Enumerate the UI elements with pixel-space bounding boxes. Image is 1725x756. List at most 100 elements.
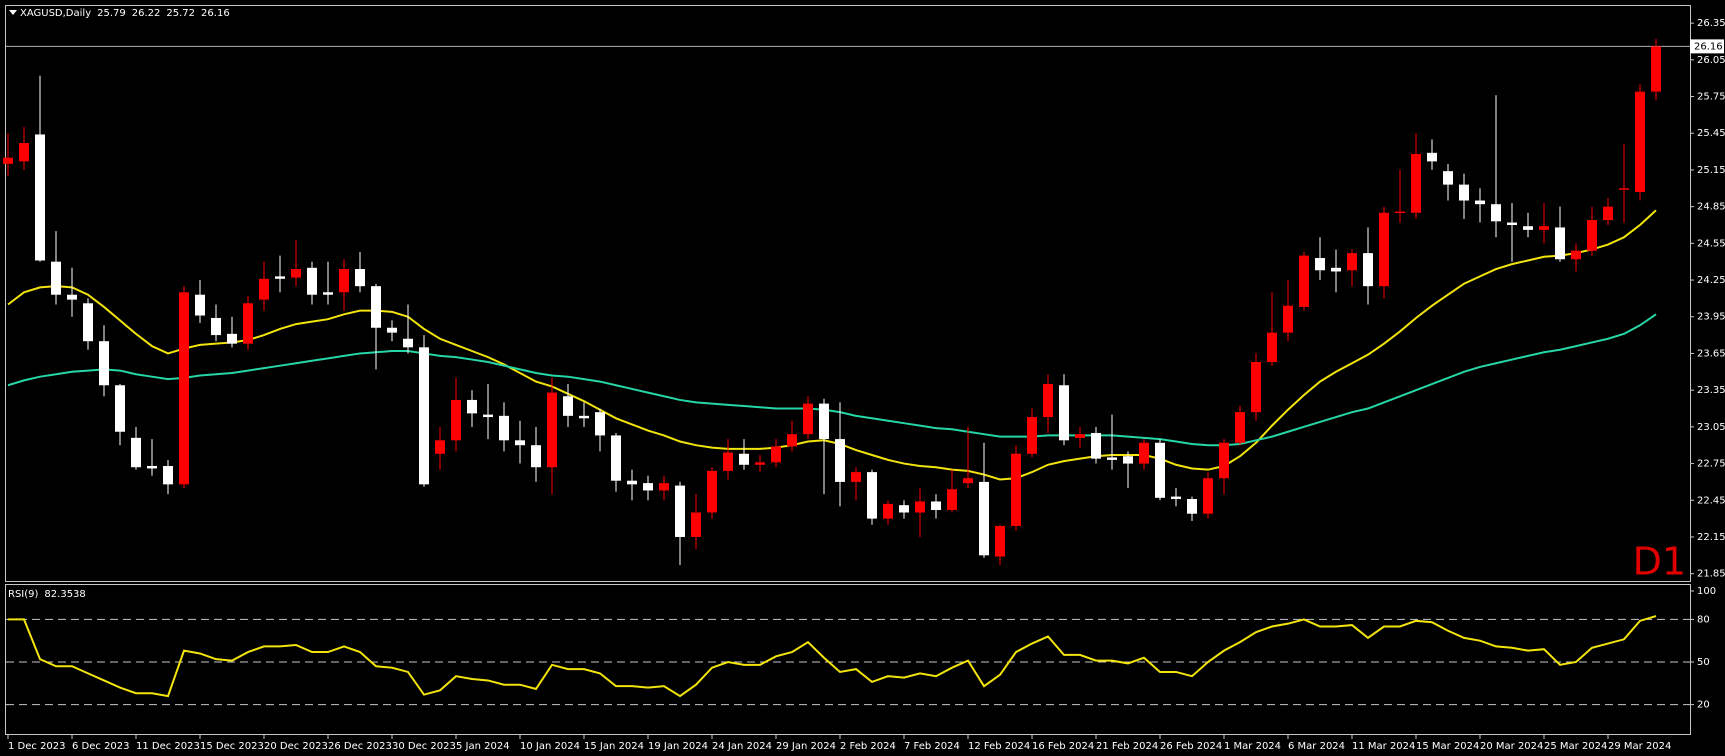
- menu-triangle: [9, 10, 17, 15]
- y-tick-label: 23.95: [1697, 312, 1725, 323]
- current-price-box: [1690, 39, 1724, 54]
- candle-body: [1299, 255, 1309, 307]
- x-tick-label: 12 Feb 2024: [968, 741, 1030, 752]
- candle-body: [963, 478, 973, 484]
- candle-body: [1171, 496, 1181, 500]
- y-tick-label: 26.35: [1697, 18, 1725, 29]
- x-tick-label: 24 Jan 2024: [712, 741, 772, 752]
- candle-body: [851, 472, 861, 482]
- candle-body: [227, 333, 237, 344]
- y-tick-label: 80: [1697, 614, 1710, 625]
- y-tick-label: 25.15: [1697, 165, 1725, 176]
- candle-body: [35, 134, 45, 261]
- candle-body: [1379, 212, 1389, 287]
- candle-body: [1635, 91, 1645, 192]
- x-tick-label: 2 Feb 2024: [840, 741, 896, 752]
- timeframe-annotation: D1: [1633, 540, 1686, 584]
- candle-body: [211, 317, 221, 336]
- rsi-line: [8, 615, 1657, 698]
- current-price-label: 26.16: [1694, 41, 1723, 52]
- candle-body: [1027, 417, 1037, 454]
- candle-body: [67, 294, 77, 300]
- candle-body: [1203, 478, 1213, 514]
- candle-body: [515, 440, 525, 446]
- y-tick-label: 25.45: [1697, 128, 1725, 139]
- y-tick-label: 50: [1697, 657, 1710, 668]
- candle-body: [467, 399, 477, 414]
- candle-body: [147, 466, 157, 469]
- candle-body: [579, 415, 589, 419]
- candle-body: [1651, 46, 1661, 92]
- candle-body: [307, 267, 317, 295]
- x-tick-label: 20 Mar 2024: [1480, 741, 1543, 752]
- candle-body: [131, 437, 141, 468]
- symbol-title: XAGUSD,Daily: [20, 8, 91, 19]
- x-tick-label: 19 Jan 2024: [648, 741, 708, 752]
- indicator-header: RSI(9) 82.3538: [8, 589, 86, 600]
- candle-body: [739, 453, 749, 465]
- candle-body: [1363, 253, 1373, 287]
- candle-body: [243, 303, 253, 344]
- y-tick-label: 24.55: [1697, 238, 1725, 249]
- candle-body: [1555, 227, 1565, 260]
- candle-body: [275, 276, 285, 279]
- candle-body: [435, 440, 445, 454]
- x-tick-label: 11 Mar 2024: [1352, 741, 1415, 752]
- candle-body: [659, 483, 669, 491]
- y-tick-label: 100: [1697, 586, 1716, 597]
- candle-body: [915, 501, 925, 513]
- candle-body: [771, 446, 781, 463]
- candle-body: [1267, 332, 1277, 363]
- candle-body: [1219, 442, 1229, 479]
- candle-body: [1091, 432, 1101, 459]
- candle-body: [707, 470, 717, 513]
- candle-body: [403, 338, 413, 348]
- candle-body: [1235, 412, 1245, 443]
- candle-body: [1347, 253, 1357, 271]
- candle-body: [1475, 200, 1485, 205]
- y-tick-label: 26.05: [1697, 55, 1725, 66]
- candle-body: [1251, 362, 1261, 413]
- candle-body: [1587, 220, 1597, 251]
- candle-body: [787, 434, 797, 447]
- y-tick-label: 24.25: [1697, 275, 1725, 286]
- candle-body: [675, 485, 685, 537]
- x-tick-label: 7 Feb 2024: [904, 741, 960, 752]
- moving-average-line: [7, 209, 1657, 481]
- candle-body: [3, 157, 13, 164]
- candle-body: [1443, 171, 1453, 185]
- candle-body: [627, 480, 637, 485]
- candle-body: [1075, 434, 1085, 438]
- candle-body: [371, 286, 381, 328]
- candle-body: [419, 347, 429, 485]
- x-tick-label: 29 Jan 2024: [776, 741, 836, 752]
- x-tick-label: 15 Mar 2024: [1416, 741, 1479, 752]
- header-open: 25.79: [97, 8, 126, 19]
- candle-body: [387, 327, 397, 333]
- candle-body: [1107, 457, 1117, 460]
- y-tick-label: 24.85: [1697, 202, 1725, 213]
- x-tick-label: 1 Mar 2024: [1224, 741, 1281, 752]
- x-tick-label: 11 Dec 2023: [136, 741, 200, 752]
- candle-body: [1139, 442, 1149, 464]
- x-tick-label: 15 Dec 2023: [200, 741, 264, 752]
- candle-body: [979, 481, 989, 556]
- main-panel-frame: [5, 5, 1691, 582]
- x-tick-label: 20 Dec 2023: [264, 741, 328, 752]
- candle-body: [691, 512, 701, 537]
- candle-body: [883, 503, 893, 519]
- candle-body: [819, 403, 829, 440]
- candle-body: [1411, 154, 1421, 213]
- candle-body: [179, 292, 189, 485]
- indicator-title: RSI(9): [8, 589, 39, 600]
- y-tick-label: 21.85: [1697, 569, 1725, 580]
- candle-body: [1331, 267, 1341, 272]
- candle-body: [1491, 204, 1501, 222]
- y-tick-label: 23.35: [1697, 385, 1725, 396]
- y-tick-label: 22.15: [1697, 532, 1725, 543]
- candle-body: [1571, 250, 1581, 260]
- candle-body: [723, 452, 733, 471]
- candle-body: [755, 462, 765, 465]
- indicator-value: 82.3538: [44, 589, 85, 600]
- candle-body: [355, 269, 365, 287]
